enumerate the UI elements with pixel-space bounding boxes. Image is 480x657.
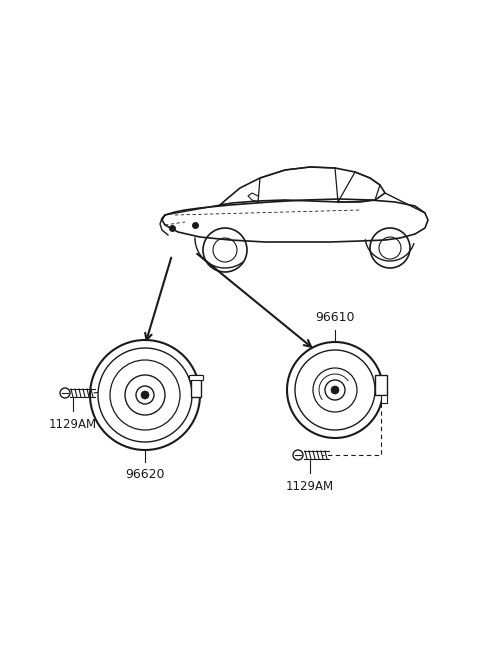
Circle shape bbox=[90, 340, 200, 450]
Circle shape bbox=[60, 388, 70, 398]
Bar bbox=[375, 375, 387, 395]
Circle shape bbox=[98, 348, 192, 442]
Polygon shape bbox=[381, 395, 387, 403]
Circle shape bbox=[331, 386, 339, 394]
Text: 96620: 96620 bbox=[125, 468, 165, 481]
Circle shape bbox=[110, 360, 180, 430]
Circle shape bbox=[293, 450, 303, 460]
Circle shape bbox=[313, 368, 357, 412]
Circle shape bbox=[287, 342, 383, 438]
Text: 96610: 96610 bbox=[315, 311, 355, 324]
Circle shape bbox=[141, 391, 149, 399]
Circle shape bbox=[325, 380, 345, 400]
Bar bbox=[191, 375, 201, 397]
Circle shape bbox=[136, 386, 154, 404]
Circle shape bbox=[295, 350, 375, 430]
Text: 1129AM: 1129AM bbox=[286, 480, 334, 493]
Text: 1129AM: 1129AM bbox=[49, 418, 97, 431]
Bar bbox=[189, 375, 203, 380]
Circle shape bbox=[125, 375, 165, 415]
